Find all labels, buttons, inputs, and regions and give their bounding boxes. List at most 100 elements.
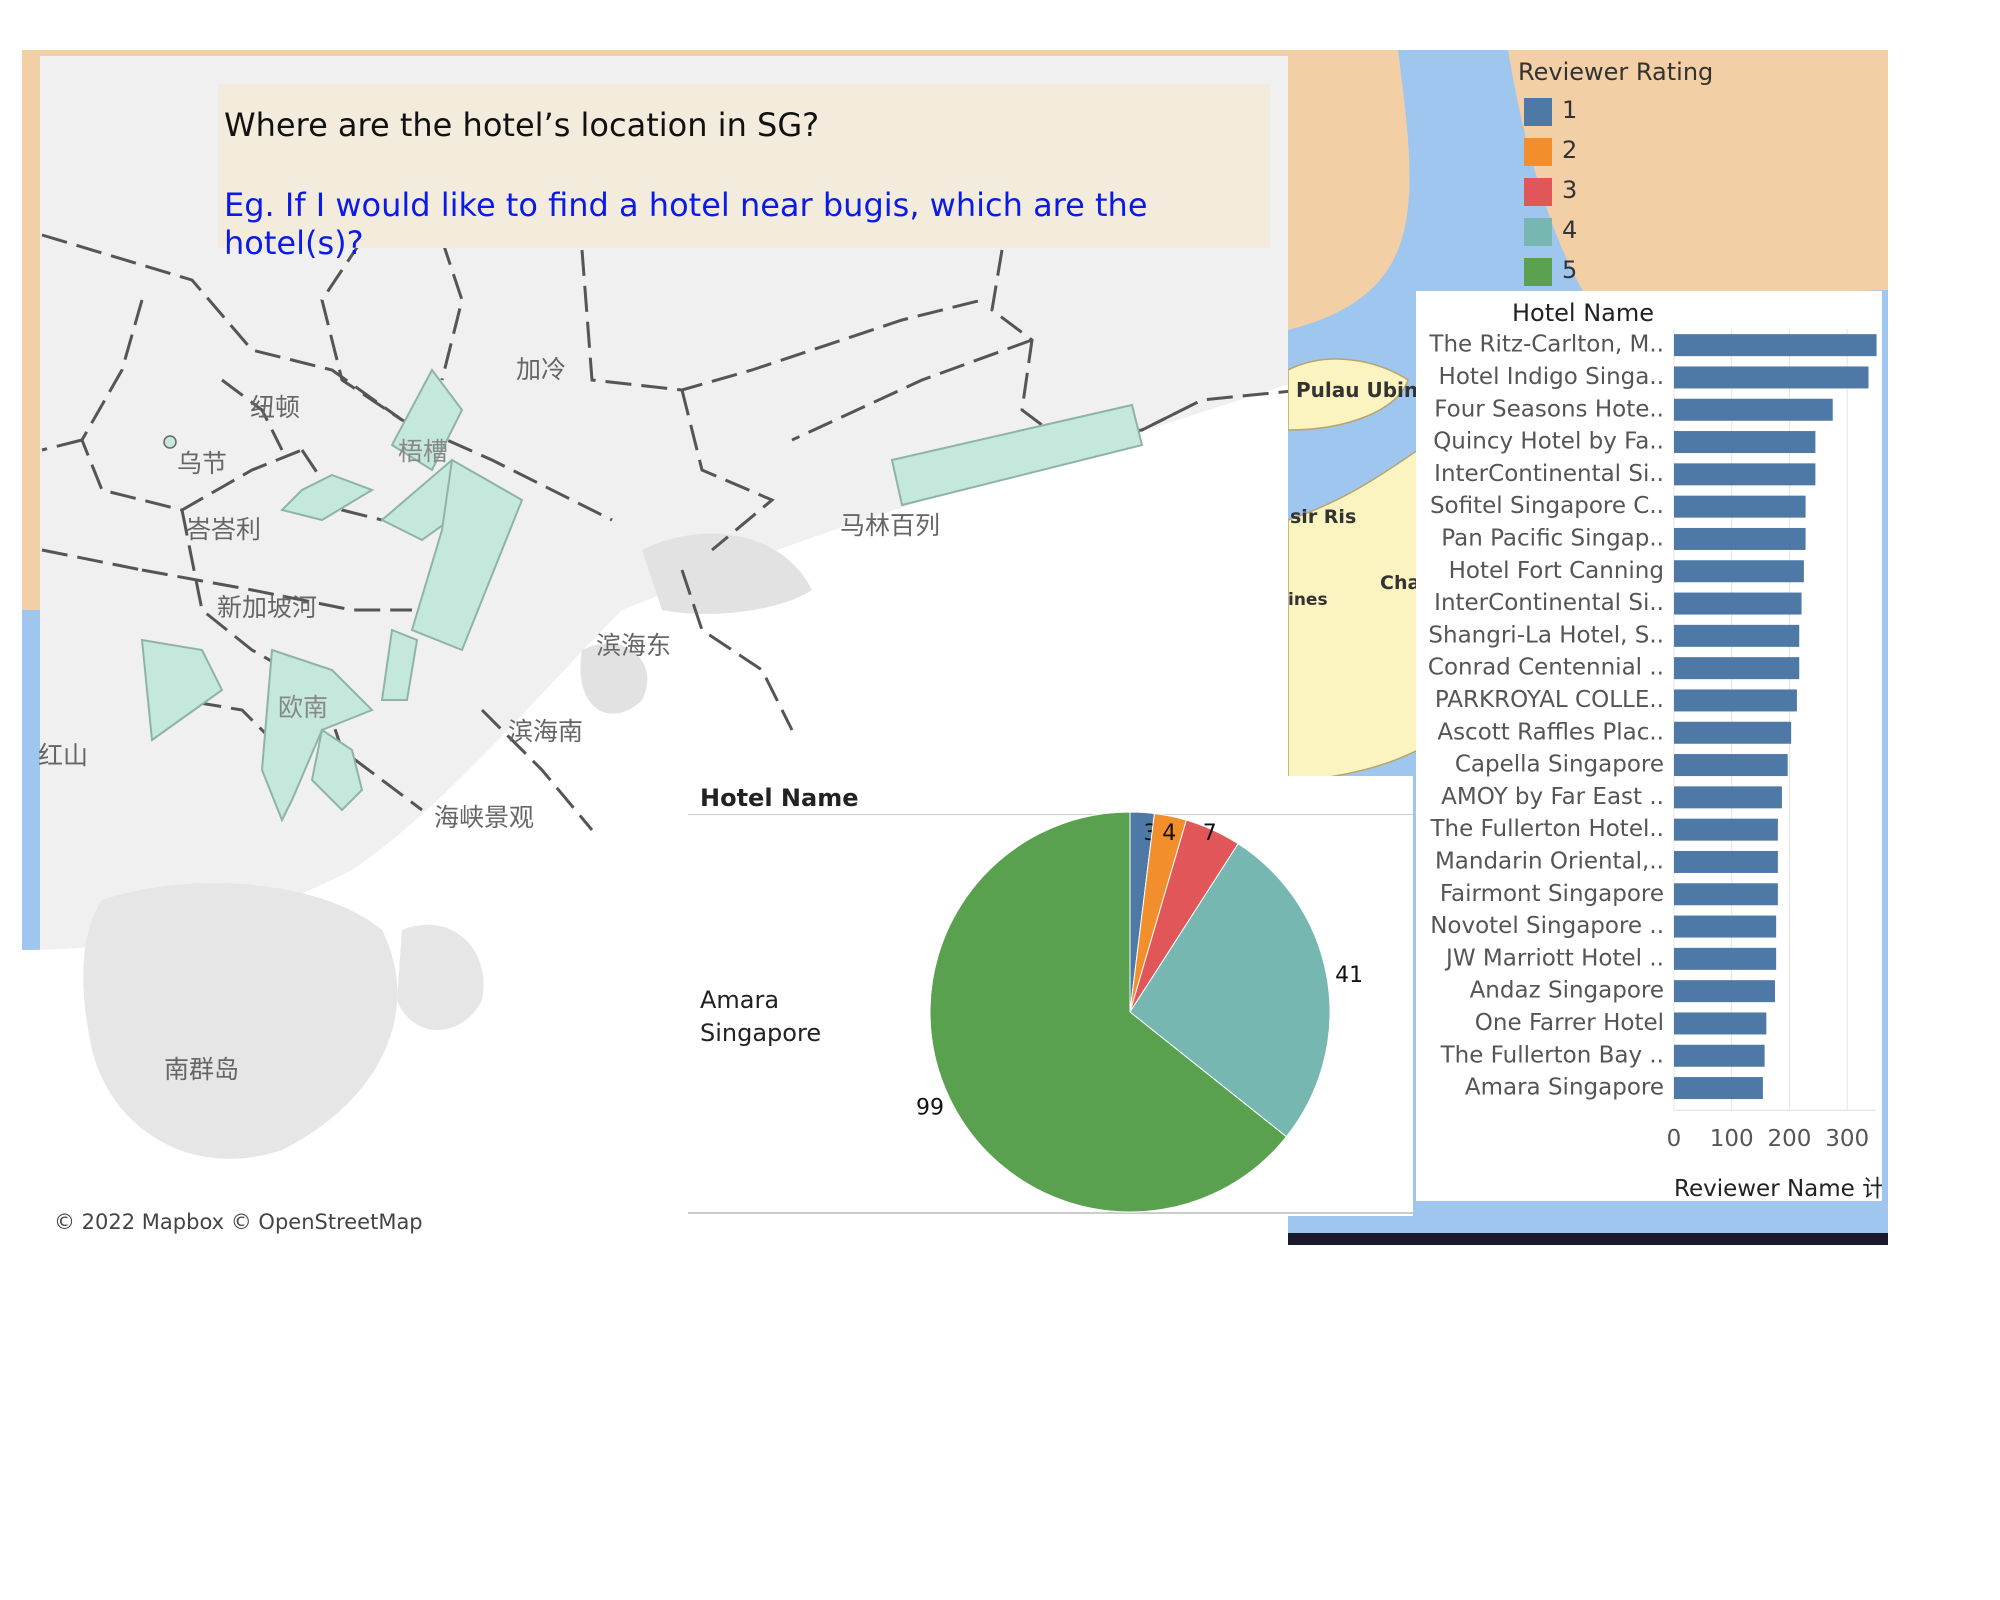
inset-label-pulau-ubin: Pulau Ubin — [1296, 378, 1419, 402]
legend-item-4[interactable]: 4 — [1522, 216, 1822, 256]
bar-category-label: Capella Singapore — [1455, 752, 1664, 778]
bar-rect[interactable] — [1674, 689, 1797, 712]
inset-label-changi: Cha — [1380, 572, 1421, 594]
bar-rect[interactable] — [1674, 818, 1778, 841]
bar-category-label: Pan Pacific Singap.. — [1441, 525, 1664, 551]
question-title: Where are the hotel’s location in SG? — [224, 106, 820, 144]
map-label-newton: 纽顿 — [250, 393, 301, 422]
header-divider — [688, 814, 1413, 815]
map-label-marina-east: 滨海东 — [596, 631, 672, 660]
inset-label-pasir-ris: sir Ris — [1290, 506, 1357, 528]
bar-x-axis-title: Reviewer Name 计.. — [1674, 1176, 1882, 1201]
bar-category-label: Four Seasons Hote.. — [1434, 396, 1664, 422]
legend-swatch — [1524, 138, 1552, 166]
bar-x-tick-label: 0 — [1667, 1126, 1682, 1152]
map-label-outram: 欧南 — [278, 693, 329, 722]
bar-category-label: JW Marriott Hotel .. — [1444, 945, 1664, 971]
bar-rect[interactable] — [1674, 463, 1816, 486]
pie-slice-rating-4[interactable] — [1129, 843, 1331, 1138]
bar-rect[interactable] — [1674, 721, 1792, 744]
bar-category-label: Ascott Raffles Plac.. — [1437, 719, 1664, 745]
bar-rect[interactable] — [1674, 883, 1778, 906]
pie-panel-header: Hotel Name — [700, 784, 859, 812]
bar-panel-header: Hotel Name — [1512, 299, 1655, 327]
bar-rect[interactable] — [1674, 334, 1877, 357]
bar-rect[interactable] — [1674, 1044, 1765, 1067]
bar-category-label: The Fullerton Hotel.. — [1429, 816, 1664, 842]
pie-slice-rating-5[interactable] — [929, 811, 1288, 1213]
bar-rect[interactable] — [1674, 1012, 1767, 1035]
question-box: Where are the hotel’s location in SG? Eg… — [218, 84, 1270, 262]
bar-x-tick-label: 300 — [1825, 1126, 1869, 1152]
bar-rect[interactable] — [1674, 754, 1788, 777]
bar-category-label: Amara Singapore — [1465, 1075, 1664, 1101]
bar-category-label: Andaz Singapore — [1470, 978, 1664, 1004]
legend-swatch — [1524, 98, 1552, 126]
legend-item-5[interactable]: 5 — [1522, 256, 1822, 296]
legend-item-3[interactable]: 3 — [1522, 176, 1822, 216]
legend-item-2[interactable]: 2 — [1522, 136, 1822, 176]
legend-label: 4 — [1562, 216, 1578, 244]
bar-rect[interactable] — [1674, 495, 1806, 518]
bar-category-label: Fairmont Singapore — [1440, 881, 1664, 907]
bar-rect[interactable] — [1674, 850, 1778, 873]
map-label-marina-south: 滨海南 — [508, 717, 584, 746]
pie-data-label: 41 — [1335, 963, 1363, 988]
bar-category-label: PARKROYAL COLLE.. — [1435, 687, 1664, 713]
pie-data-label: 4 — [1162, 821, 1176, 846]
bar-rect[interactable] — [1674, 560, 1804, 583]
question-example: Eg. If I would like to find a hotel near… — [224, 186, 1148, 262]
legend-item-1[interactable]: 1 — [1522, 96, 1822, 136]
pie-data-label: 7 — [1203, 821, 1217, 846]
bar-rect[interactable] — [1674, 947, 1777, 970]
pie-row-label: Amara Singapore — [700, 986, 822, 1047]
bar-rect[interactable] — [1674, 657, 1800, 680]
legend-label: 5 — [1562, 256, 1578, 284]
map-label-kallang: 加冷 — [516, 355, 567, 384]
bar-rect[interactable] — [1674, 915, 1777, 938]
bar-category-label: The Fullerton Bay .. — [1440, 1042, 1664, 1068]
legend-label: 1 — [1562, 96, 1578, 124]
bar-category-label: Mandarin Oriental,.. — [1435, 848, 1664, 874]
legend-label: 2 — [1562, 136, 1578, 164]
bar-category-label: InterContinental Si.. — [1434, 461, 1664, 487]
legend-title: Reviewer Rating — [1518, 58, 1714, 86]
bar-rect[interactable] — [1674, 592, 1802, 615]
map-label-bukit-merah: 红山 — [38, 741, 89, 770]
bar-category-label: The Ritz-Carlton, M.. — [1428, 332, 1664, 358]
bar-chart[interactable]: The Ritz-Carlton, M.. Hotel Indigo Singa.… — [1416, 291, 1882, 1201]
inset-label-fragment: ines — [1288, 590, 1328, 610]
legend-swatch — [1524, 178, 1552, 206]
bar-category-label: AMOY by Far East .. — [1441, 784, 1664, 810]
bar-rect[interactable] — [1674, 980, 1775, 1003]
bar-category-label: Conrad Centennial .. — [1428, 655, 1664, 681]
bar-rect[interactable] — [1674, 527, 1806, 550]
bar-category-label: Sofitel Singapore C.. — [1430, 493, 1664, 519]
map-label-tanglin: 峇峇利 — [186, 515, 262, 544]
bar-rect[interactable] — [1674, 1077, 1763, 1100]
bar-category-label: Hotel Fort Canning — [1449, 558, 1664, 584]
bar-rect[interactable] — [1674, 624, 1800, 647]
bar-category-label: Quincy Hotel by Fa.. — [1433, 429, 1664, 455]
bar-category-label: InterContinental Si.. — [1434, 590, 1664, 616]
map-label-singapore-river: 新加坡河 — [217, 593, 318, 622]
legend-swatch — [1524, 218, 1552, 246]
bar-category-label: Shangri-La Hotel, S.. — [1428, 622, 1664, 648]
map-attribution[interactable]: © 2022 Mapbox © OpenStreetMap — [48, 1208, 429, 1236]
bar-rect[interactable] — [1674, 366, 1869, 389]
map-label-southern-islands: 南群岛 — [164, 1055, 240, 1084]
bar-rect[interactable] — [1674, 398, 1833, 421]
bar-category-label: One Farrer Hotel — [1475, 1010, 1664, 1036]
bar-x-tick-label: 100 — [1710, 1126, 1754, 1152]
bar-category-label: Hotel Indigo Singa.. — [1439, 364, 1664, 390]
map-label-straits-view: 海峡景观 — [434, 803, 535, 832]
bar-x-tick-label: 200 — [1767, 1126, 1811, 1152]
pie-data-label: 99 — [916, 1095, 944, 1120]
map-label-rochor: 梧槽 — [398, 437, 449, 466]
bar-rect[interactable] — [1674, 786, 1782, 809]
bar-rect[interactable] — [1674, 431, 1816, 454]
legend-label: 3 — [1562, 176, 1578, 204]
map-label-orchard: 乌节 — [177, 449, 228, 478]
